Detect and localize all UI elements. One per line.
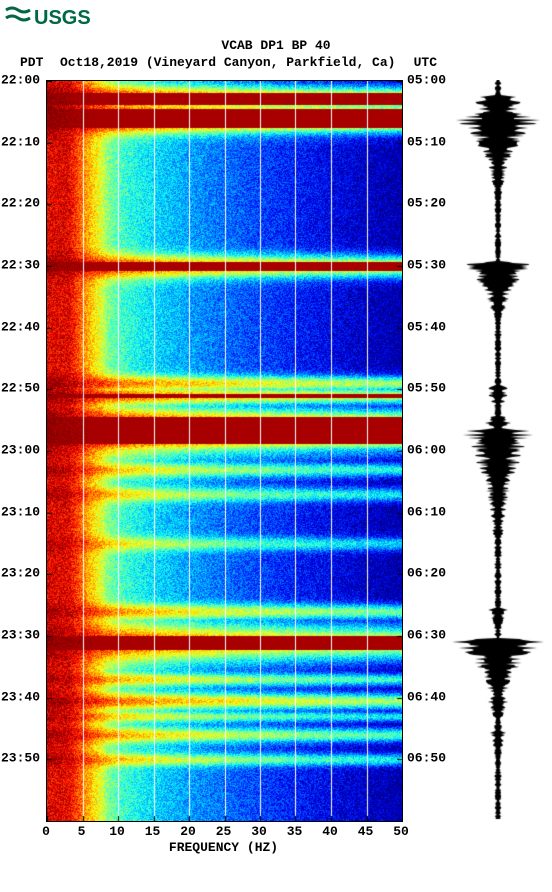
freq-tick: 40 bbox=[322, 824, 338, 839]
time-tick: 05:50 bbox=[407, 381, 446, 396]
time-tick: 23:50 bbox=[1, 751, 40, 766]
time-tick: 22:30 bbox=[1, 258, 40, 273]
time-tick: 06:30 bbox=[407, 628, 446, 643]
time-tick: 22:50 bbox=[1, 381, 40, 396]
date-location: Oct18,2019 (Vineyard Canyon, Parkfield, … bbox=[60, 55, 395, 70]
time-tick: 05:30 bbox=[407, 258, 446, 273]
time-tick: 06:20 bbox=[407, 566, 446, 581]
time-tick: 23:20 bbox=[1, 566, 40, 581]
time-tick: 22:40 bbox=[1, 319, 40, 334]
freq-tick: 25 bbox=[216, 824, 232, 839]
usgs-logo-text: USGS bbox=[34, 7, 91, 29]
time-tick: 23:10 bbox=[1, 504, 40, 519]
time-tick: 06:40 bbox=[407, 689, 446, 704]
freq-tick: 10 bbox=[109, 824, 125, 839]
seismogram-panel bbox=[450, 80, 546, 820]
freq-tick: 15 bbox=[145, 824, 161, 839]
chart-title-block: VCAB DP1 BP 40 PDT Oct18,2019 (Vineyard … bbox=[10, 38, 542, 71]
time-tick: 22:10 bbox=[1, 134, 40, 149]
time-tick: 06:50 bbox=[407, 751, 446, 766]
freq-tick: 5 bbox=[78, 824, 86, 839]
time-tick: 23:30 bbox=[1, 628, 40, 643]
seismogram-canvas bbox=[450, 80, 546, 820]
freq-tick: 35 bbox=[287, 824, 303, 839]
usgs-logo: USGS bbox=[4, 4, 104, 33]
pdt-time-axis: 22:0022:1022:2022:3022:4022:5023:0023:10… bbox=[0, 80, 42, 820]
frequency-axis-ticks: 05101520253035404550 bbox=[46, 822, 401, 838]
freq-tick: 30 bbox=[251, 824, 267, 839]
utc-label: UTC bbox=[414, 55, 437, 70]
utc-time-axis: 05:0005:1005:2005:3005:4005:5006:0006:10… bbox=[405, 80, 447, 820]
freq-tick: 50 bbox=[393, 824, 409, 839]
time-tick: 05:00 bbox=[407, 73, 446, 88]
time-tick: 05:10 bbox=[407, 134, 446, 149]
time-tick: 05:20 bbox=[407, 196, 446, 211]
spectrogram-chart bbox=[46, 80, 403, 822]
time-tick: 23:00 bbox=[1, 443, 40, 458]
time-tick: 05:40 bbox=[407, 319, 446, 334]
frequency-axis-label: FREQUENCY (HZ) bbox=[46, 840, 401, 855]
freq-tick: 20 bbox=[180, 824, 196, 839]
station-title: VCAB DP1 BP 40 bbox=[10, 38, 542, 53]
time-tick: 06:10 bbox=[407, 504, 446, 519]
time-tick: 22:00 bbox=[1, 73, 40, 88]
time-tick: 22:20 bbox=[1, 196, 40, 211]
pdt-label: PDT bbox=[20, 55, 43, 70]
time-tick: 23:40 bbox=[1, 689, 40, 704]
freq-tick: 45 bbox=[358, 824, 374, 839]
freq-tick: 0 bbox=[42, 824, 50, 839]
grid-overlay bbox=[47, 81, 402, 821]
time-tick: 06:00 bbox=[407, 443, 446, 458]
